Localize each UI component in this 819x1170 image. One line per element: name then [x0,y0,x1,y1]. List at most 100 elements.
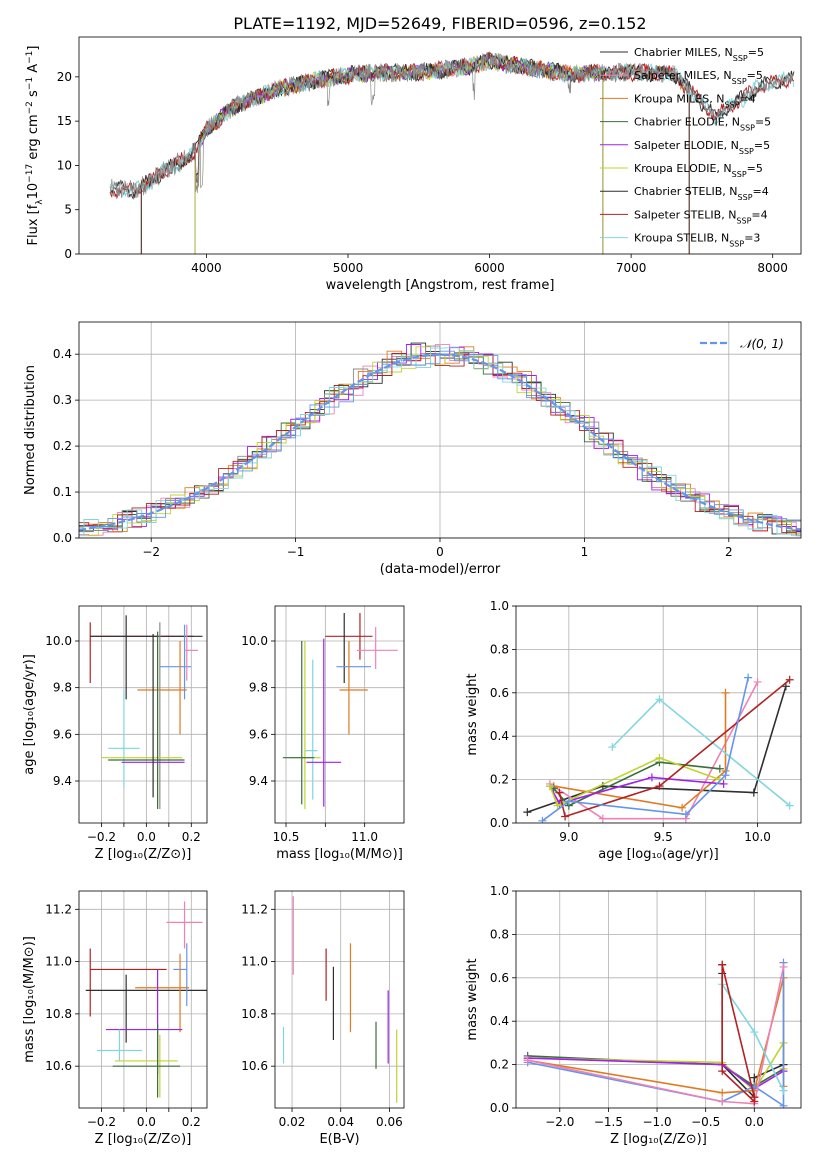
data-point [523,808,532,817]
data-point [721,771,730,780]
x-tick-label: 1 [581,545,589,559]
legend-label: Salpeter ELODIE, NSSP=5 [634,139,770,156]
y-tick-label: 9.8 [53,681,72,695]
x-tick-label: 8000 [757,261,788,275]
y-tick-label: 0.4 [490,1014,509,1028]
y-tick-label: 10.6 [45,1059,72,1073]
data-point [753,677,762,686]
series-line [549,757,721,807]
data-point [655,782,664,791]
x-tick-label: −2.0 [545,1115,574,1129]
spectrum-panel: 4000 5000 6000 7000 8000 0 5 10 15 20 wavelength [… [25,36,802,293]
data-point [719,779,728,788]
legend-label: Salpeter STELIB, NSSP=4 [634,208,768,225]
x-axis-label: age [log₁₀(age/yr)] [598,847,719,862]
series-line [527,686,787,813]
data-point [545,782,554,791]
mass-vs-Z-panel: −0.2 0.0 0.2 10.6 10.8 11.0 11.2 Z [log₁₀(Z/Z⊙)… [22,890,208,1147]
y-tick-label: 11.0 [45,955,72,969]
y-tick-label: 10.8 [45,1007,72,1021]
y-tick-label: 0.1 [53,485,72,499]
series-line [558,679,791,818]
y-tick-label: 0.8 [490,927,509,941]
data-point [721,688,730,697]
x-tick-label: 0.0 [137,830,156,844]
x-tick-label: 4000 [191,261,222,275]
y-tick-label: 9.6 [249,727,268,741]
series-line [527,1057,784,1090]
model-spectrum [194,55,604,254]
y-axis-label: age [log₁₀(age/yr)] [22,654,37,775]
series-line [527,962,785,1108]
plot-area [516,606,801,823]
y-tick-label: 9.8 [249,681,268,695]
histogram-series [79,350,801,527]
y-tick-label: 0.0 [490,816,509,830]
data-point [718,1067,727,1076]
data-point [564,797,573,806]
y-tick-label: 0.0 [490,1101,509,1115]
model-spectrum [194,51,604,254]
y-tick-label: 11.0 [241,955,268,969]
series [608,695,794,810]
y-tick-label: 9.4 [53,774,72,788]
histogram-series [79,346,801,537]
data-point [750,1093,759,1102]
legend: Chabrier MILES, NSSP=5 Salpeter MILES, NS… [600,46,771,248]
x-tick-label: −1.0 [642,1115,671,1129]
y-tick-label: 1.0 [490,884,509,898]
x-tick-label: 0.2 [182,1115,201,1129]
model-spectrum [140,53,690,254]
model-spectrum [194,53,604,254]
data-point [715,775,724,784]
data-point [655,753,664,762]
y-tick-label: 1.0 [490,599,509,613]
histogram-series [79,345,801,533]
y-tick-label: 0.4 [53,347,72,361]
y-tick-label: 10.8 [241,1007,268,1021]
data-point [538,816,547,823]
data-point [779,1086,788,1095]
y-tick-label: 9.6 [53,727,72,741]
x-axis-label: mass [log₁₀(M/M⊙)] [276,847,403,862]
plot-area [79,322,801,538]
data-point [749,788,758,797]
plot-area [109,51,795,254]
series [538,673,753,823]
plot-area [275,606,404,823]
x-tick-label: −2 [142,545,160,559]
data-point [744,673,753,682]
legend: 𝒩(0, 1) [700,337,784,351]
series-line [527,966,785,1105]
axes-frame [274,890,405,1109]
y-axis-label: mass weight [465,958,480,1040]
y-tick-label: 0.2 [490,1058,509,1072]
x-tick-label: 0.0 [137,1115,156,1129]
legend-label: 𝒩(0, 1) [740,337,784,351]
x-tick-label: −1 [287,545,305,559]
y-tick-label: 11.2 [45,902,72,916]
data-point [715,764,724,773]
y-tick-label: 10.0 [45,634,72,648]
x-tick-label: 10.0 [744,830,771,844]
y-tick-label: 0.4 [490,729,509,743]
x-axis-label: Z [log₁₀(Z/Z⊙)] [95,1132,192,1147]
series-line [549,776,724,805]
x-tick-label: −0.2 [87,1115,116,1129]
data-point [678,803,687,812]
x-tick-label: 0.06 [376,1115,403,1129]
y-tick-label: 10 [57,158,72,172]
series [523,962,788,1108]
data-point [718,1088,727,1097]
plot-area [516,891,801,1108]
data-point [647,773,656,782]
plot-area [79,606,207,823]
y-axis-label: Flux [fλ10−17 erg cm−2 s−1 A−1] [25,46,45,246]
x-tick-label: 2 [725,545,733,559]
mass-weight-vs-age-panel: 9.0 9.5 10.0 0.0 0.2 0.4 0.6 0.8 1.0 age [log₁₀(a… [465,599,802,862]
axes-frame [515,605,802,824]
legend-label: Kroupa ELODIE, NSSP=5 [634,162,763,179]
y-tick-label: 0 [64,247,72,261]
model-spectrum [140,56,690,254]
y-tick-label: 0.2 [53,439,72,453]
